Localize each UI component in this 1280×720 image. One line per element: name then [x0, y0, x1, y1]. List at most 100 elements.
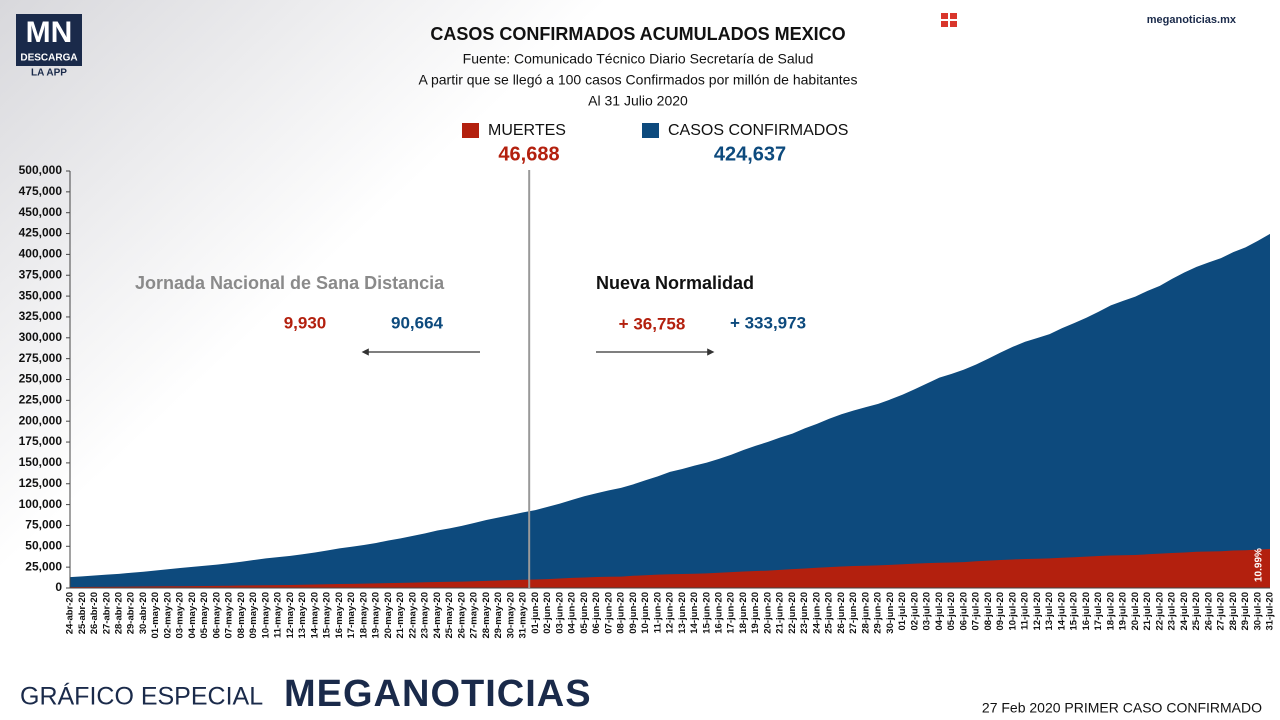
x-tick-label: 17-may-20 [346, 592, 357, 638]
footer-left: GRÁFICO ESPECIAL [20, 682, 263, 711]
x-tick-label: 25-abr-20 [77, 592, 88, 634]
x-tick-label: 20-jul-20 [1130, 592, 1141, 631]
x-tick-label: 27-abr-20 [101, 592, 112, 634]
x-tick-label: 22-jul-20 [1154, 592, 1165, 631]
annotation: + 333,973 [730, 313, 806, 332]
x-tick-label: 14-may-20 [309, 592, 320, 638]
x-tick-label: 27-jun-20 [848, 592, 859, 634]
y-tick-label: 0 [55, 580, 62, 594]
x-tick-label: 26-jul-20 [1203, 592, 1214, 631]
x-tick-label: 15-may-20 [322, 592, 333, 638]
y-tick-label: 275,000 [19, 351, 63, 365]
legend-swatch [642, 123, 659, 138]
x-tick-label: 28-may-20 [481, 592, 492, 638]
x-tick-label: 03-jun-20 [554, 592, 565, 634]
x-tick-label: 30-jun-20 [885, 592, 896, 634]
y-tick-label: 325,000 [19, 309, 63, 323]
x-tick-label: 14-jun-20 [689, 592, 700, 634]
x-tick-label: 06-may-20 [211, 592, 222, 638]
x-tick-label: 05-jun-20 [579, 592, 590, 634]
x-tick-label: 28-jul-20 [1228, 592, 1239, 631]
x-tick-label: 03-may-20 [175, 592, 186, 638]
y-tick-label: 150,000 [19, 455, 63, 469]
x-tick-label: 21-jun-20 [775, 592, 786, 634]
x-tick-label: 28-abr-20 [113, 592, 124, 634]
x-tick-label: 16-may-20 [334, 592, 345, 638]
x-tick-label: 27-jul-20 [1216, 592, 1227, 631]
x-tick-label: 31-may-20 [518, 592, 529, 638]
x-tick-label: 13-may-20 [297, 592, 308, 638]
annotation: 9,930 [284, 313, 327, 332]
x-tick-label: 08-jul-20 [983, 592, 994, 631]
x-tick-label: 31-jul-20 [1265, 592, 1276, 631]
x-tick-label: 26-jun-20 [836, 592, 847, 634]
subtitle: A partir que se llegó a 100 casos Confir… [419, 72, 858, 88]
x-tick-label: 17-jul-20 [1093, 592, 1104, 631]
x-tick-label: 02-jul-20 [909, 592, 920, 631]
x-tick-label: 14-jul-20 [1056, 592, 1067, 631]
y-tick-label: 25,000 [25, 559, 62, 573]
y-tick-label: 50,000 [25, 538, 62, 552]
x-tick-label: 21-may-20 [395, 592, 406, 638]
x-tick-label: 25-may-20 [444, 592, 455, 638]
x-tick-label: 05-jul-20 [946, 592, 957, 631]
y-tick-label: 250,000 [19, 372, 63, 386]
x-tick-label: 24-may-20 [432, 592, 443, 638]
logo-line: LA APP [31, 68, 67, 79]
x-tick-label: 11-jul-20 [1020, 592, 1031, 630]
icon [941, 13, 957, 27]
x-tick-label: 12-may-20 [285, 592, 296, 638]
x-tick-label: 26-abr-20 [89, 592, 100, 634]
x-tick-label: 18-jun-20 [738, 592, 749, 634]
x-tick-label: 11-may-20 [273, 592, 284, 638]
y-tick-label: 350,000 [19, 288, 63, 302]
area [70, 233, 1270, 589]
x-tick-label: 19-jun-20 [750, 592, 761, 634]
x-tick-label: 13-jul-20 [1044, 592, 1055, 631]
x-tick-label: 10-may-20 [260, 592, 271, 638]
logo-line: DESCARGA [20, 53, 77, 64]
chart-title: CASOS CONFIRMADOS ACUMULADOS MEXICO [430, 24, 845, 44]
x-tick-label: 02-jun-20 [542, 592, 553, 634]
x-tick-label: 22-may-20 [407, 592, 418, 638]
x-tick-label: 29-jun-20 [873, 592, 884, 634]
x-tick-label: 29-abr-20 [126, 592, 137, 634]
y-tick-label: 500,000 [19, 163, 63, 177]
y-tick-label: 375,000 [19, 267, 63, 281]
y-tick-label: 100,000 [19, 497, 63, 511]
x-tick-label: 20-may-20 [383, 592, 394, 638]
y-tick-label: 175,000 [19, 434, 63, 448]
x-tick-label: 08-may-20 [236, 592, 247, 638]
x-tick-label: 16-jul-20 [1081, 592, 1092, 631]
subtitle: Al 31 Julio 2020 [588, 93, 688, 109]
x-tick-label: 16-jun-20 [713, 592, 724, 634]
y-tick-label: 450,000 [19, 205, 63, 219]
x-tick-label: 25-jun-20 [824, 592, 835, 634]
x-tick-label: 23-jul-20 [1167, 592, 1178, 631]
x-tick-label: 18-may-20 [358, 592, 369, 638]
annotation: + 36,758 [619, 314, 686, 333]
x-tick-label: 09-jul-20 [995, 592, 1006, 631]
x-tick-label: 06-jun-20 [591, 592, 602, 634]
x-tick-label: 20-jun-20 [762, 592, 773, 634]
footer-brand: MEGANOTICIAS [284, 673, 592, 715]
x-tick-label: 01-jul-20 [897, 592, 908, 631]
annotation: 10.99% [1254, 548, 1265, 582]
logo-box [16, 14, 82, 66]
annotation: Nueva Normalidad [596, 273, 754, 293]
x-tick-label: 15-jul-20 [1069, 592, 1080, 631]
x-tick-label: 30-jul-20 [1252, 592, 1263, 631]
x-tick-label: 30-may-20 [505, 592, 516, 638]
legend-label: MUERTES [488, 122, 566, 139]
annotation: Jornada Nacional de Sana Distancia [135, 273, 445, 293]
x-tick-label: 03-jul-20 [922, 592, 933, 631]
x-tick-label: 10-jul-20 [1007, 592, 1018, 631]
y-tick-label: 425,000 [19, 226, 63, 240]
x-tick-label: 30-abr-20 [138, 592, 149, 634]
x-tick-label: 07-may-20 [224, 592, 235, 638]
y-tick-label: 225,000 [19, 393, 63, 407]
x-tick-label: 24-jul-20 [1179, 592, 1190, 631]
x-tick-label: 01-jun-20 [530, 592, 541, 634]
x-tick-label: 28-jun-20 [860, 592, 871, 634]
x-tick-label: 07-jul-20 [971, 592, 982, 631]
